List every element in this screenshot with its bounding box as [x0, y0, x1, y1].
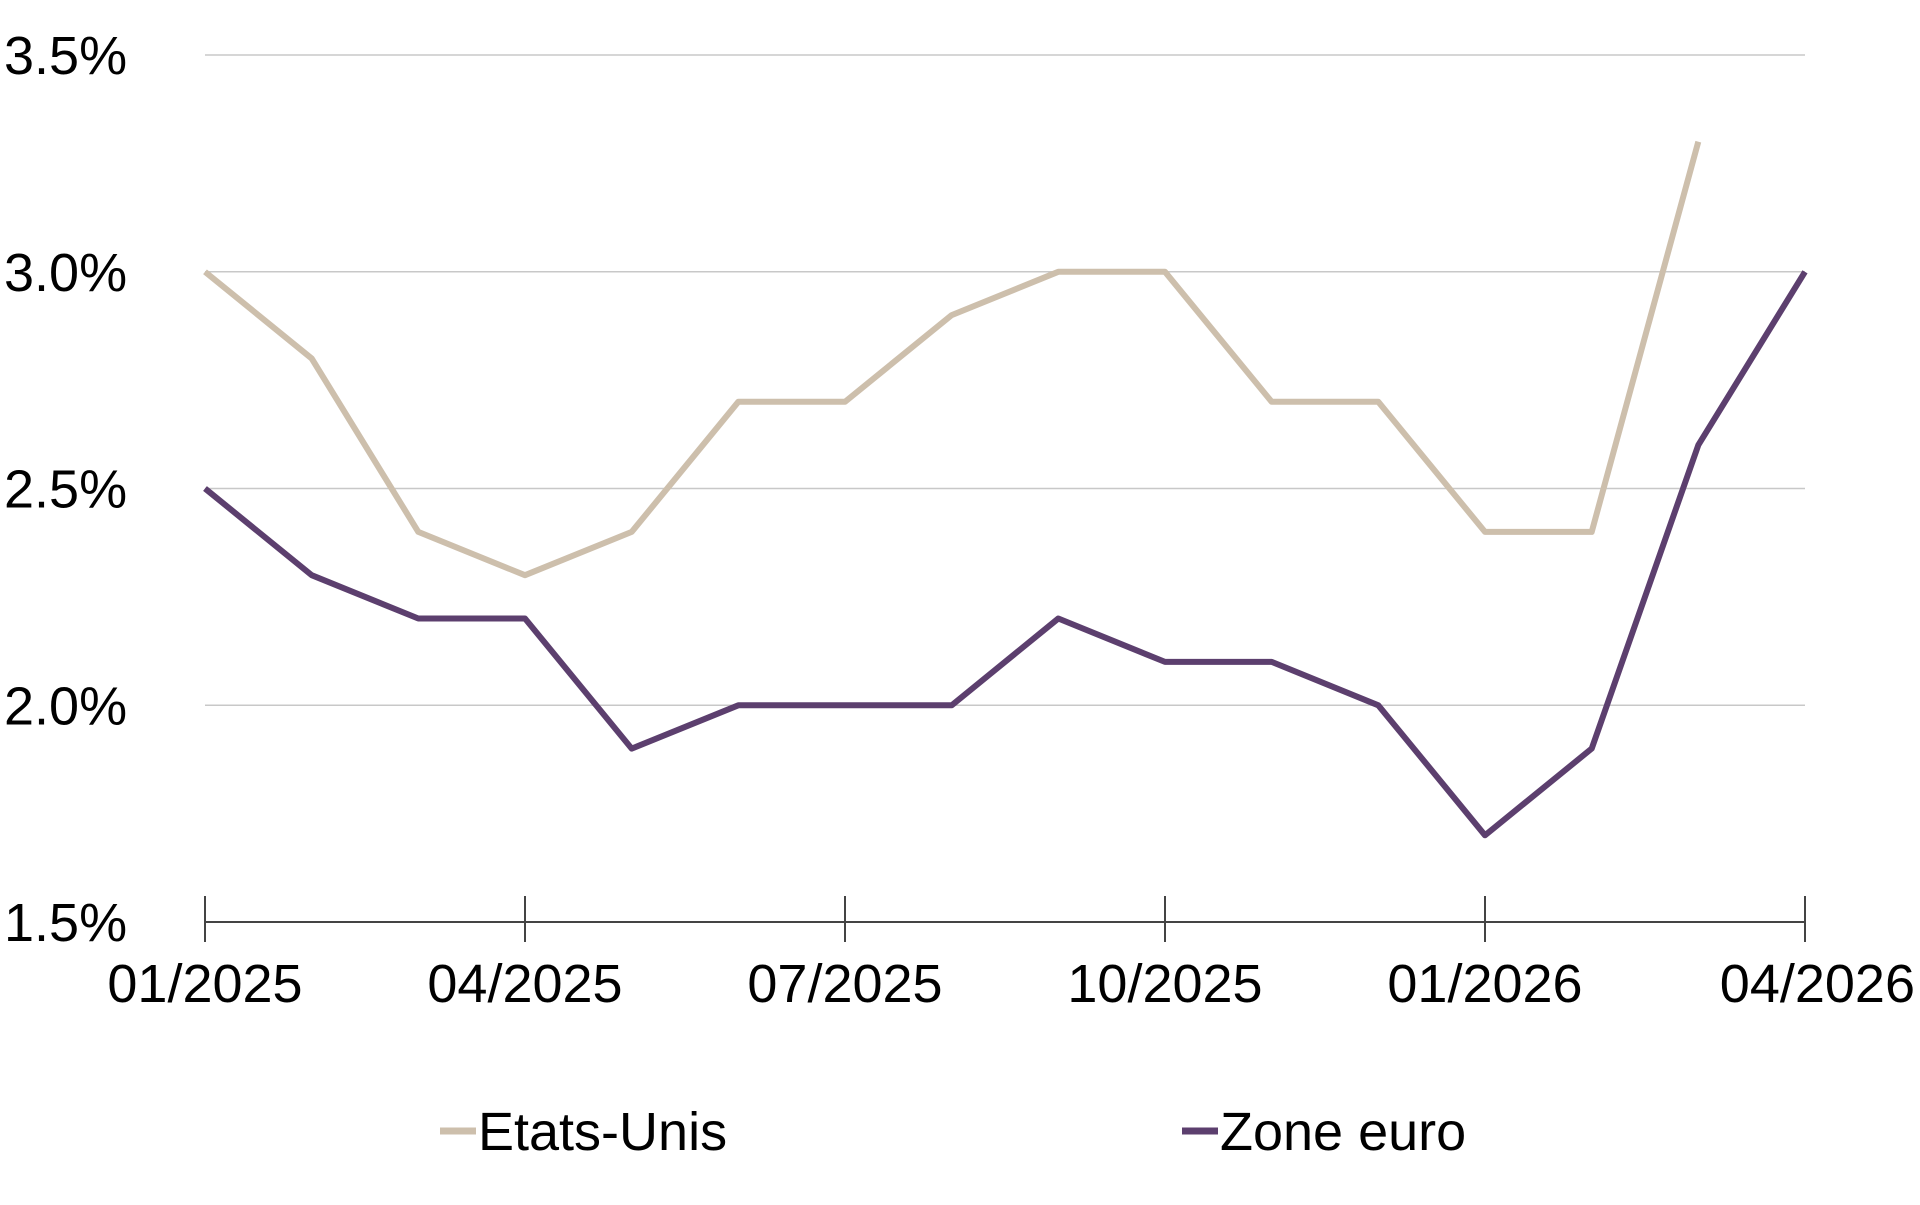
x-tick-label-10-2025: 10/2025	[1067, 954, 1262, 1014]
y-tick-label-3-0: 3.0%	[4, 243, 127, 303]
x-axis-tick-labels: 01/2025 04/2025 07/2025 10/2025 01/2026 04/20…	[107, 954, 1915, 1014]
series-line-zone-euro	[203, 270, 1808, 839]
y-tick-label-3-5: 3.5%	[4, 26, 127, 86]
y-tick-label-1-5: 1.5%	[4, 893, 127, 953]
y-axis-tick-labels: 3.5% 3.0% 2.5% 2.0% 1.5%	[4, 26, 127, 953]
x-tick-label-04-2025: 04/2025	[427, 954, 622, 1014]
y-tick-label-2-0: 2.0%	[4, 676, 127, 736]
x-tick-label-01-2025: 01/2025	[107, 954, 302, 1014]
legend: Etats-Unis Zone euro	[440, 1102, 1466, 1162]
x-tick-label-04-2026: 04/2026	[1720, 954, 1915, 1014]
series-lines	[203, 140, 1808, 839]
y-tick-label-2-5: 2.5%	[4, 460, 127, 520]
legend-label-etats-unis: Etats-Unis	[478, 1102, 727, 1162]
gridlines	[205, 54, 1805, 706]
x-axis	[204, 896, 1806, 942]
x-tick-label-07-2025: 07/2025	[747, 954, 942, 1014]
legend-label-zone-euro: Zone euro	[1220, 1102, 1466, 1162]
x-tick-label-01-2026: 01/2026	[1387, 954, 1582, 1014]
series-line-etats-unis	[203, 140, 1702, 579]
